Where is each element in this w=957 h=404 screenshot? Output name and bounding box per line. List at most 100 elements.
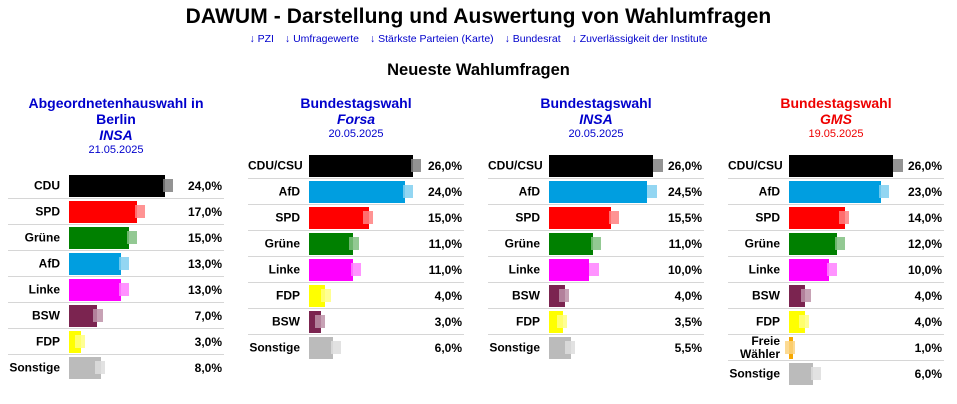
- previous-marker-gruene: [835, 237, 845, 250]
- nav-link-pzi[interactable]: ↓ PZI: [249, 33, 274, 45]
- panel-election[interactable]: Abgeordnetenhauswahl in Berlin: [28, 95, 204, 127]
- party-label: Sonstige: [249, 340, 300, 355]
- bar-gruene: [789, 233, 837, 255]
- value-label: 1,0%: [914, 340, 942, 355]
- nav-link-umfragewerte[interactable]: ↓ Umfragewerte: [284, 33, 360, 45]
- value-label: 15,0%: [427, 210, 462, 225]
- panel-institute[interactable]: Forsa: [336, 111, 376, 127]
- section-title: Neueste Wahlumfragen: [387, 61, 570, 79]
- value-label: 3,0%: [434, 314, 462, 329]
- bar-row-freie-waehler: Freie Wähler 1,0%: [728, 334, 944, 361]
- panel-election[interactable]: Bundestagswahl: [300, 95, 412, 111]
- party-label: AfD: [38, 256, 60, 270]
- party-label: Linke: [508, 262, 540, 276]
- value-label: 10,0%: [907, 262, 942, 277]
- value-label: 15,5%: [667, 210, 702, 225]
- previous-marker-spd: [135, 205, 145, 218]
- poll-panel-berlin-insa[interactable]: Abgeordnetenhauswahl in Berlin INSA 21.0…: [8, 95, 224, 379]
- bar-row-linke: Linke 13,0%: [8, 277, 224, 303]
- value-label: 4,0%: [914, 314, 942, 329]
- bar-row-sonstige: Sonstige 6,0%: [248, 335, 464, 361]
- bar-row-gruene: Grüne 11,0%: [248, 231, 464, 257]
- panel-election[interactable]: Bundestagswahl: [540, 95, 652, 111]
- value-label: 3,5%: [674, 314, 702, 329]
- previous-marker-sonstige: [95, 361, 105, 374]
- bar-row-spd: SPD 17,0%: [8, 199, 224, 225]
- previous-marker-fdp: [557, 315, 567, 328]
- poll-panel-btw-insa[interactable]: Bundestagswahl INSA 20.05.2025 CDU/CSU 26…: [488, 95, 704, 359]
- bar-gruene: [69, 227, 129, 249]
- bar-cdu-csu: [549, 155, 653, 177]
- party-label: Grüne: [744, 236, 780, 250]
- poll-panel-btw-forsa[interactable]: Bundestagswahl Forsa 20.05.2025 CDU/CSU 2…: [248, 95, 464, 359]
- previous-marker-bsw: [315, 315, 325, 328]
- bar-afd: [789, 181, 881, 203]
- value-label: 13,0%: [187, 282, 222, 297]
- value-label: 23,0%: [907, 184, 942, 199]
- party-label: FDP: [36, 334, 60, 348]
- value-label: 6,0%: [914, 367, 942, 381]
- bar-row-afd: AfD 23,0%: [728, 179, 944, 205]
- party-label: CDU/CSU: [488, 158, 543, 172]
- value-label: 4,0%: [914, 288, 942, 303]
- bar-row-afd: AfD 24,5%: [488, 179, 704, 205]
- previous-marker-cdu-csu: [653, 159, 663, 172]
- panel-institute[interactable]: INSA: [99, 127, 133, 143]
- nav-link-zuverlaessigkeit[interactable]: ↓ Zuverlässigkeit der Institute: [571, 33, 708, 45]
- value-label: 26,0%: [427, 158, 462, 173]
- previous-marker-gruene: [127, 231, 137, 244]
- party-label: SPD: [515, 210, 540, 224]
- party-label: BSW: [32, 308, 60, 322]
- previous-marker-spd: [363, 211, 373, 224]
- bar-row-spd: SPD 15,5%: [488, 205, 704, 231]
- previous-marker-cdu: [163, 179, 173, 192]
- party-label: AfD: [758, 184, 780, 198]
- bar-row-bsw: BSW 4,0%: [728, 283, 944, 309]
- party-label: AfD: [278, 184, 300, 198]
- value-label: 24,5%: [667, 184, 702, 199]
- bar-spd: [309, 207, 369, 229]
- previous-marker-afd: [403, 185, 413, 198]
- bar-linke: [69, 279, 121, 301]
- previous-marker-linke: [351, 263, 361, 276]
- previous-marker-cdu-csu: [411, 159, 421, 172]
- previous-marker-sonstige: [331, 341, 341, 354]
- panel-institute[interactable]: GMS: [820, 111, 852, 127]
- panel-election[interactable]: Bundestagswahl: [780, 95, 892, 111]
- bar-cdu-csu: [309, 155, 413, 177]
- bar-row-cdu: CDU 24,0%: [8, 173, 224, 199]
- previous-marker-fdp: [75, 335, 85, 348]
- value-label: 14,0%: [907, 210, 942, 225]
- poll-panel-btw-gms[interactable]: Bundestagswahl GMS 19.05.2025 CDU/CSU 26,…: [728, 95, 944, 385]
- value-label: 15,0%: [187, 230, 222, 245]
- bar-gruene: [309, 233, 353, 255]
- party-label: Linke: [28, 282, 60, 296]
- bar-row-gruene: Grüne 15,0%: [8, 225, 224, 251]
- bar-row-fdp: FDP 4,0%: [248, 283, 464, 309]
- panel-header: Abgeordnetenhauswahl in Berlin INSA 21.0…: [8, 95, 224, 157]
- bar-afd: [309, 181, 405, 203]
- panel-header: Bundestagswahl Forsa 20.05.2025: [248, 95, 464, 141]
- bar-sonstige: [789, 363, 813, 385]
- panel-institute[interactable]: INSA: [579, 111, 613, 127]
- party-label: SPD: [35, 204, 60, 218]
- previous-marker-fdp: [799, 315, 809, 328]
- previous-marker-afd: [879, 185, 889, 198]
- nav-link-bundesrat[interactable]: ↓ Bundesrat: [504, 33, 561, 45]
- nav-link-staerkste-parteien[interactable]: ↓ Stärkste Parteien (Karte): [369, 33, 494, 45]
- previous-marker-linke: [589, 263, 599, 276]
- party-label: Linke: [268, 262, 300, 276]
- value-label: 4,0%: [434, 288, 462, 303]
- bar-row-linke: Linke 10,0%: [488, 257, 704, 283]
- bar-row-cdu-csu: CDU/CSU 26,0%: [248, 153, 464, 179]
- previous-marker-gruene: [349, 237, 359, 250]
- party-label: BSW: [512, 288, 540, 302]
- bar-bsw: [69, 305, 97, 327]
- previous-marker-linke: [119, 283, 129, 296]
- bar-row-sonstige: Sonstige 8,0%: [8, 355, 224, 381]
- previous-marker-freie-waehler: [785, 341, 795, 354]
- panel-date: 19.05.2025: [808, 128, 864, 140]
- bar-row-afd: AfD 24,0%: [248, 179, 464, 205]
- panel-date: 20.05.2025: [568, 128, 624, 140]
- previous-marker-sonstige: [811, 367, 821, 380]
